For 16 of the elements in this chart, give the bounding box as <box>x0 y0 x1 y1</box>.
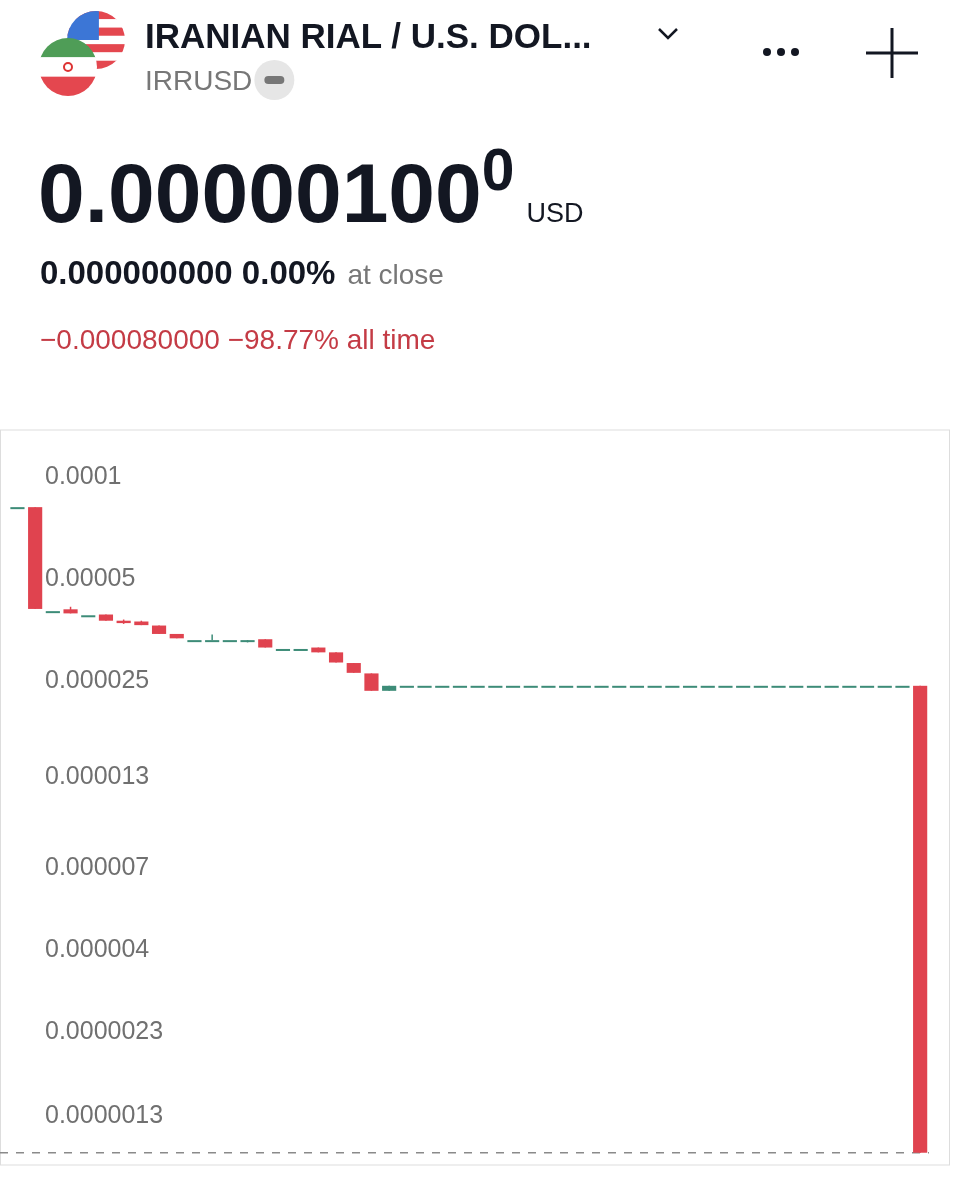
chart-subtitle: IRRUSD <box>145 65 253 96</box>
y-tick-label: 0.00005 <box>45 562 136 591</box>
y-tick-label: 0.000007 <box>45 851 150 880</box>
text: 0.00000100$^{0}$ <box>38 136 515 240</box>
candlestick <box>205 633 220 643</box>
y-tick-label: 0.000013 <box>45 760 150 789</box>
y-tick-label: 0.0001 <box>45 460 122 489</box>
y-tick-label: 0.0000013 <box>45 1099 164 1128</box>
text: USD <box>526 198 584 228</box>
y-tick-label: 0.0000023 <box>45 1015 164 1044</box>
text: at close <box>347 259 444 290</box>
y-tick-label: 0.000025 <box>45 664 150 693</box>
chart-title: IRANIAN RIAL / U.S. DOL... <box>145 16 592 55</box>
text: 0.000000000 0.00% <box>40 254 336 291</box>
text: −0.000080000 −98.77% all time <box>40 324 436 355</box>
y-tick-label: 0.000004 <box>45 934 150 963</box>
